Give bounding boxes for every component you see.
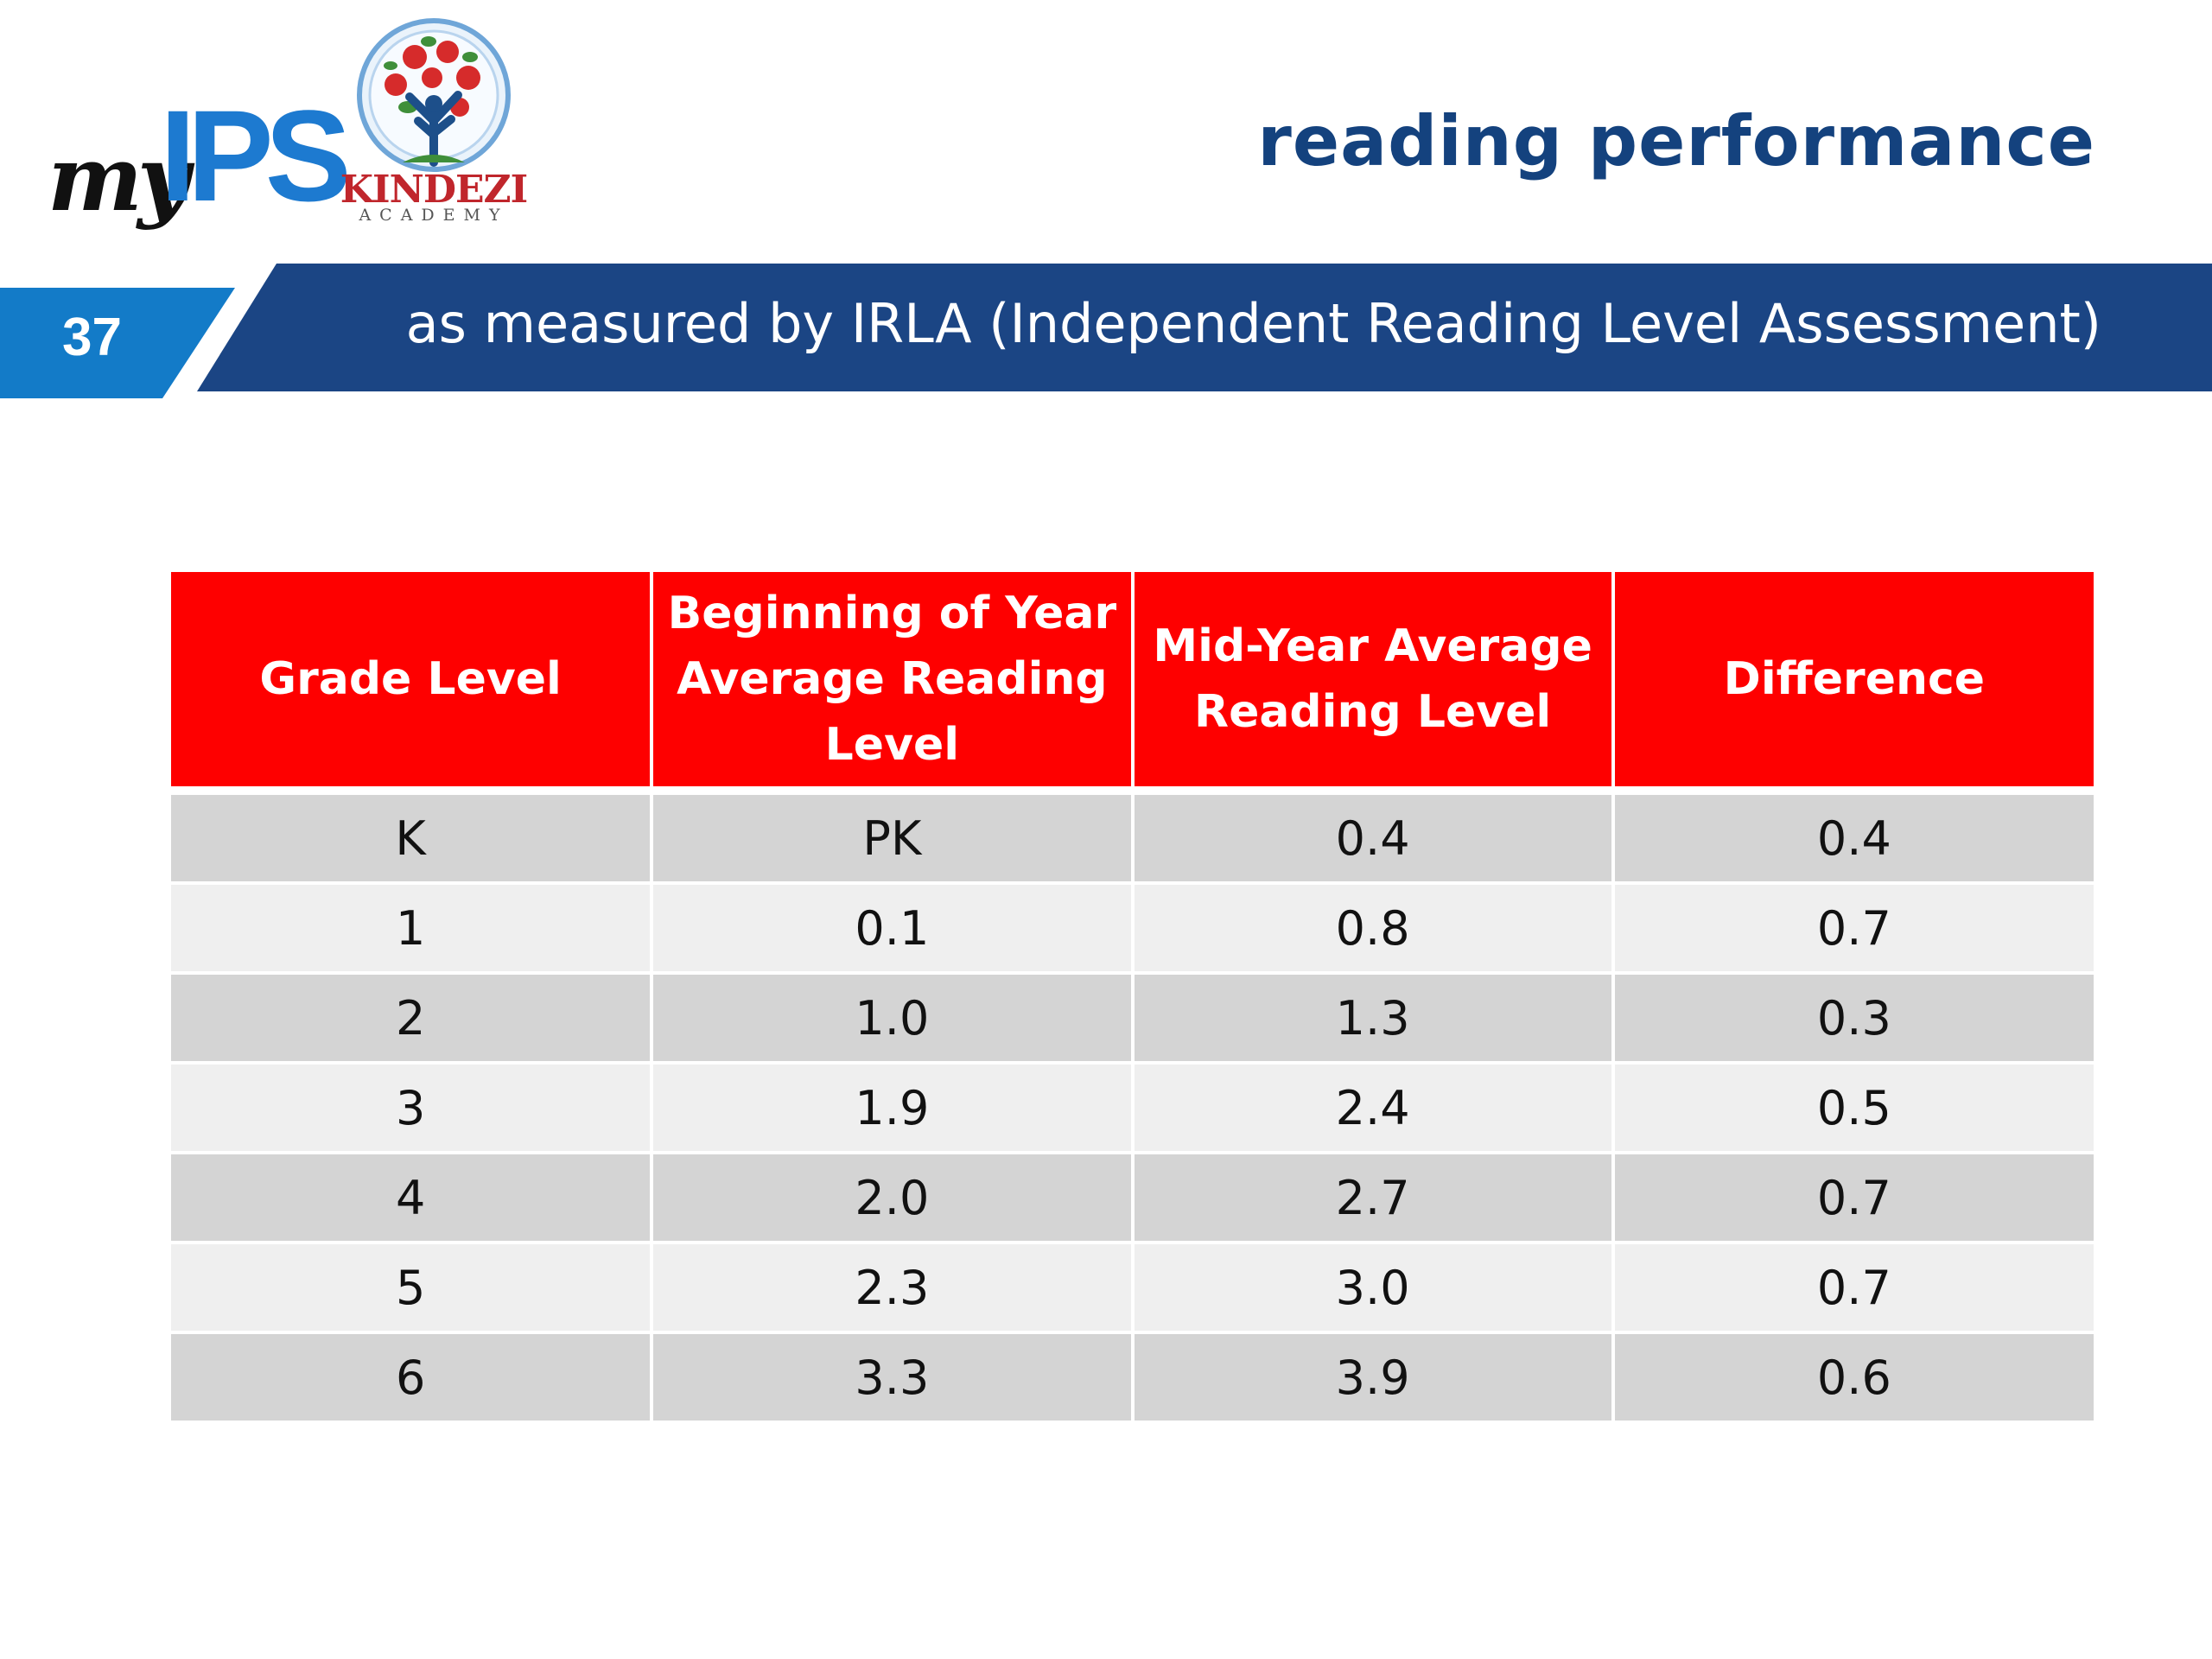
title-banner xyxy=(0,264,2212,398)
cell-grade: 5 xyxy=(171,1243,654,1334)
cell-difference: 0.7 xyxy=(1612,1153,2094,1244)
kindezi-tree-logo-icon xyxy=(357,18,511,172)
cell-difference: 0.6 xyxy=(1612,1332,2094,1424)
cell-grade: K xyxy=(171,791,654,885)
cell-difference: 0.7 xyxy=(1612,1243,2094,1334)
cell-difference: 0.5 xyxy=(1612,1063,2094,1154)
cell-boy: 3.3 xyxy=(652,1332,1135,1424)
header-difference: Difference xyxy=(1612,572,2094,795)
table-row: 1 0.1 0.8 0.7 xyxy=(171,883,2094,975)
cell-grade: 2 xyxy=(171,973,654,1065)
cell-moy: 3.9 xyxy=(1132,1332,1615,1424)
table-row: K PK 0.4 0.4 xyxy=(171,791,2094,885)
cell-boy: 0.1 xyxy=(652,883,1135,975)
table-row: 6 3.3 3.9 0.6 xyxy=(171,1332,2094,1424)
slide-number: 37 xyxy=(62,308,122,367)
cell-moy: 0.4 xyxy=(1132,791,1615,885)
page-title: reading performance xyxy=(1257,101,2095,181)
cell-grade: 4 xyxy=(171,1153,654,1244)
kindezi-subtitle: ACADEMY xyxy=(359,206,509,225)
table-row: 4 2.0 2.7 0.7 xyxy=(171,1153,2094,1244)
cell-moy: 3.0 xyxy=(1132,1243,1615,1334)
cell-grade: 3 xyxy=(171,1063,654,1154)
header-beginning-of-year: Beginning of Year Average Reading Level xyxy=(652,572,1135,795)
table-header-row: Grade Level Beginning of Year Average Re… xyxy=(171,572,2094,795)
slide-subtitle: as measured by IRLA (Independent Reading… xyxy=(405,292,2101,355)
cell-grade: 1 xyxy=(171,883,654,975)
banner-navy-stripe xyxy=(197,264,2212,391)
cell-moy: 0.8 xyxy=(1132,883,1615,975)
header-mid-year: Mid-Year Average Reading Level xyxy=(1132,572,1615,795)
cell-difference: 0.4 xyxy=(1612,791,2094,885)
slide-number-tab xyxy=(0,288,235,398)
cell-boy: 1.0 xyxy=(652,973,1135,1065)
cell-moy: 1.3 xyxy=(1132,973,1615,1065)
cell-boy: 2.0 xyxy=(652,1153,1135,1244)
cell-boy: 1.9 xyxy=(652,1063,1135,1154)
reading-level-table: Grade Level Beginning of Year Average Re… xyxy=(171,572,2094,1424)
logo-my-text: my xyxy=(48,125,190,232)
cell-grade: 6 xyxy=(171,1332,654,1424)
logo-ips-text: IPS xyxy=(160,83,352,228)
cell-difference: 0.3 xyxy=(1612,973,2094,1065)
cell-boy: PK xyxy=(652,791,1135,885)
kindezi-name: KINDEZI xyxy=(340,168,528,212)
cell-moy: 2.4 xyxy=(1132,1063,1615,1154)
myips-logo-icon: my IPS xyxy=(48,91,352,232)
table-row: 2 1.0 1.3 0.3 xyxy=(171,973,2094,1065)
table-row: 3 1.9 2.4 0.5 xyxy=(171,1063,2094,1154)
kindezi-academy-logo: KINDEZI ACADEMY xyxy=(339,17,529,229)
table-row: 5 2.3 3.0 0.7 xyxy=(171,1243,2094,1334)
cell-moy: 2.7 xyxy=(1132,1153,1615,1244)
header-grade-level: Grade Level xyxy=(171,572,654,795)
cell-difference: 0.7 xyxy=(1612,883,2094,975)
cell-boy: 2.3 xyxy=(652,1243,1135,1334)
